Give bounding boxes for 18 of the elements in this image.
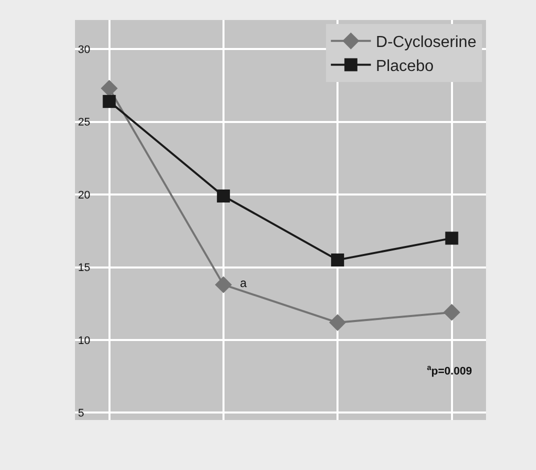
y-tick-label: 25 bbox=[78, 116, 90, 129]
y-tick-label: 20 bbox=[78, 189, 90, 202]
y-tick-label: 5 bbox=[78, 408, 84, 420]
point bbox=[214, 276, 232, 294]
point bbox=[102, 94, 116, 108]
point bbox=[100, 80, 118, 97]
point bbox=[216, 190, 230, 202]
point bbox=[331, 254, 344, 266]
y-tick-label: 30 bbox=[78, 44, 90, 56]
point bbox=[445, 232, 458, 245]
legend-label: Placebo bbox=[376, 58, 434, 75]
y-tick-label: 15 bbox=[78, 262, 90, 274]
legend-label: D-Cycloserine bbox=[376, 34, 476, 52]
point bbox=[443, 304, 460, 321]
annotation: $^{a}$p=0.009 bbox=[427, 363, 472, 378]
y-tick-label: 10 bbox=[78, 334, 90, 347]
annotation: a bbox=[240, 276, 247, 290]
point bbox=[329, 314, 346, 331]
